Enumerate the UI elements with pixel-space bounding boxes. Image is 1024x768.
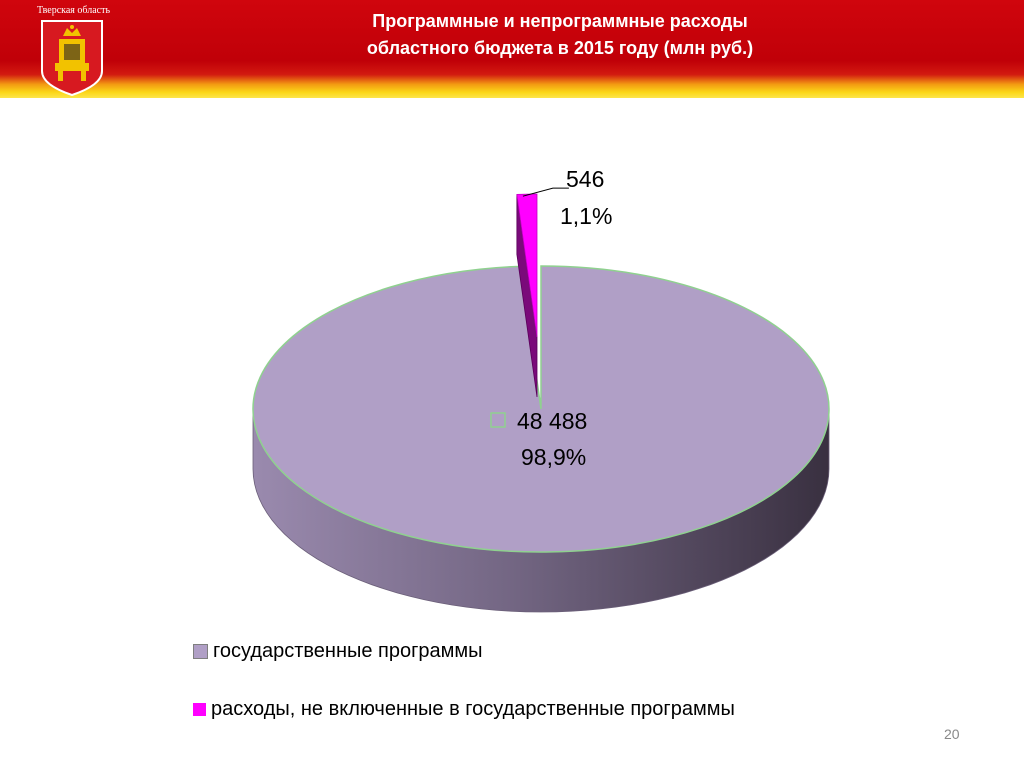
- legend-swatch-non-programs: [193, 703, 206, 716]
- data-label-percent-non-programs: 1,1%: [560, 203, 612, 229]
- pie-chart: 546 1,1% 48 488 98,9%: [252, 166, 830, 613]
- page-number: 20: [944, 726, 960, 742]
- legend-label-non-programs: расходы, не включенные в государственные…: [211, 698, 735, 720]
- title-line-2: областного бюджета в 2015 году (млн руб.…: [366, 38, 754, 58]
- tver-coat-of-arms-icon: [41, 20, 103, 97]
- region-name: Тверская область: [37, 5, 111, 16]
- page-title: Программные и непрограммные расходы обла…: [230, 8, 890, 62]
- pie-slice-non-programs: [516, 193, 538, 338]
- title-line-1: Программные и непрограммные расходы: [372, 11, 748, 31]
- legend-item-non-programs: расходы, не включенные в государственные…: [193, 698, 735, 721]
- header-bar: Тверская область Программные и непрограм…: [0, 0, 1024, 98]
- pie-slice-programs: [252, 265, 830, 553]
- legend-label-programs: государственные программы: [213, 640, 483, 662]
- legend-swatch-programs: [193, 644, 208, 659]
- data-label-marker-programs: [490, 412, 506, 428]
- leader-line-non-programs: [522, 187, 569, 197]
- data-label-percent-programs: 98,9%: [521, 444, 586, 470]
- data-label-value-programs: 48 488: [517, 408, 587, 434]
- legend-item-programs: государственные программы: [193, 640, 483, 663]
- data-label-value-non-programs: 546: [566, 166, 604, 192]
